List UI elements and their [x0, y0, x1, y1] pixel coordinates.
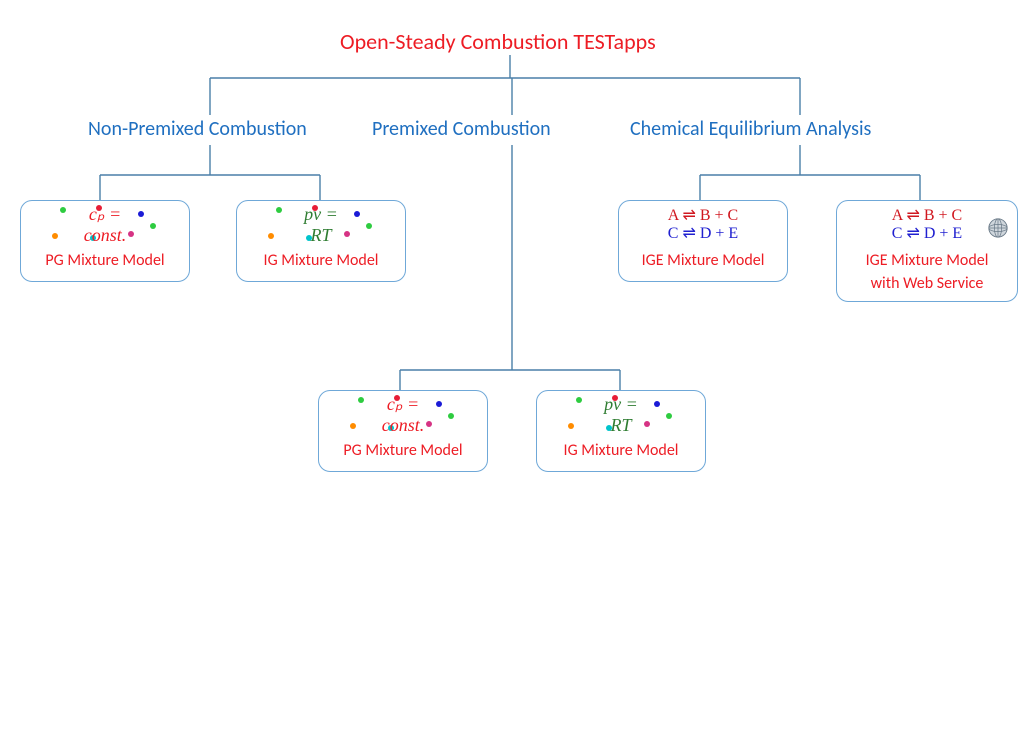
- node-label: PG Mixture Model: [21, 249, 189, 274]
- reaction-2: C ⇌ D + E: [892, 225, 962, 243]
- node-p-pg-mixture[interactable]: cₚ = const. PG Mixture Model: [318, 390, 488, 472]
- node-label-2: with Web Service: [837, 274, 1017, 297]
- tree-connectors: [0, 0, 1024, 731]
- pg-formula: cₚ = const.: [78, 204, 133, 246]
- root-title: Open-Steady Combustion TESTapps: [340, 28, 656, 55]
- node-label: IGE Mixture Model: [837, 249, 1017, 274]
- branch-chemical-equilibrium[interactable]: Chemical Equilibrium Analysis: [630, 117, 871, 141]
- node-illustration: cₚ = const.: [21, 201, 189, 249]
- node-illustration: A ⇌ B + CC ⇌ D + E: [837, 201, 1017, 249]
- reaction-2: C ⇌ D + E: [668, 225, 738, 243]
- ig-formula: pv = RT: [594, 394, 649, 436]
- node-cea-ige-mixture[interactable]: A ⇌ B + CC ⇌ D + EIGE Mixture Model: [618, 200, 788, 282]
- node-cea-ige-web[interactable]: A ⇌ B + CC ⇌ D + EIGE Mixture Modelwith …: [836, 200, 1018, 302]
- node-np-ig-mixture[interactable]: pv = RT IG Mixture Model: [236, 200, 406, 282]
- node-illustration: pv = RT: [537, 391, 705, 439]
- node-p-ig-mixture[interactable]: pv = RT IG Mixture Model: [536, 390, 706, 472]
- reaction-1: A ⇌ B + C: [668, 207, 738, 225]
- node-label: IG Mixture Model: [237, 249, 405, 274]
- node-label: IG Mixture Model: [537, 439, 705, 464]
- pg-formula: cₚ = const.: [376, 394, 431, 436]
- node-illustration: A ⇌ B + CC ⇌ D + E: [619, 201, 787, 249]
- node-label: PG Mixture Model: [319, 439, 487, 464]
- branch-premixed[interactable]: Premixed Combustion: [372, 117, 551, 141]
- branch-non-premixed[interactable]: Non-Premixed Combustion: [88, 117, 307, 141]
- node-illustration: pv = RT: [237, 201, 405, 249]
- reaction-1: A ⇌ B + C: [892, 207, 962, 225]
- node-illustration: cₚ = const.: [319, 391, 487, 439]
- node-label: IGE Mixture Model: [619, 249, 787, 274]
- node-np-pg-mixture[interactable]: cₚ = const. PG Mixture Model: [20, 200, 190, 282]
- ig-formula: pv = RT: [294, 204, 349, 246]
